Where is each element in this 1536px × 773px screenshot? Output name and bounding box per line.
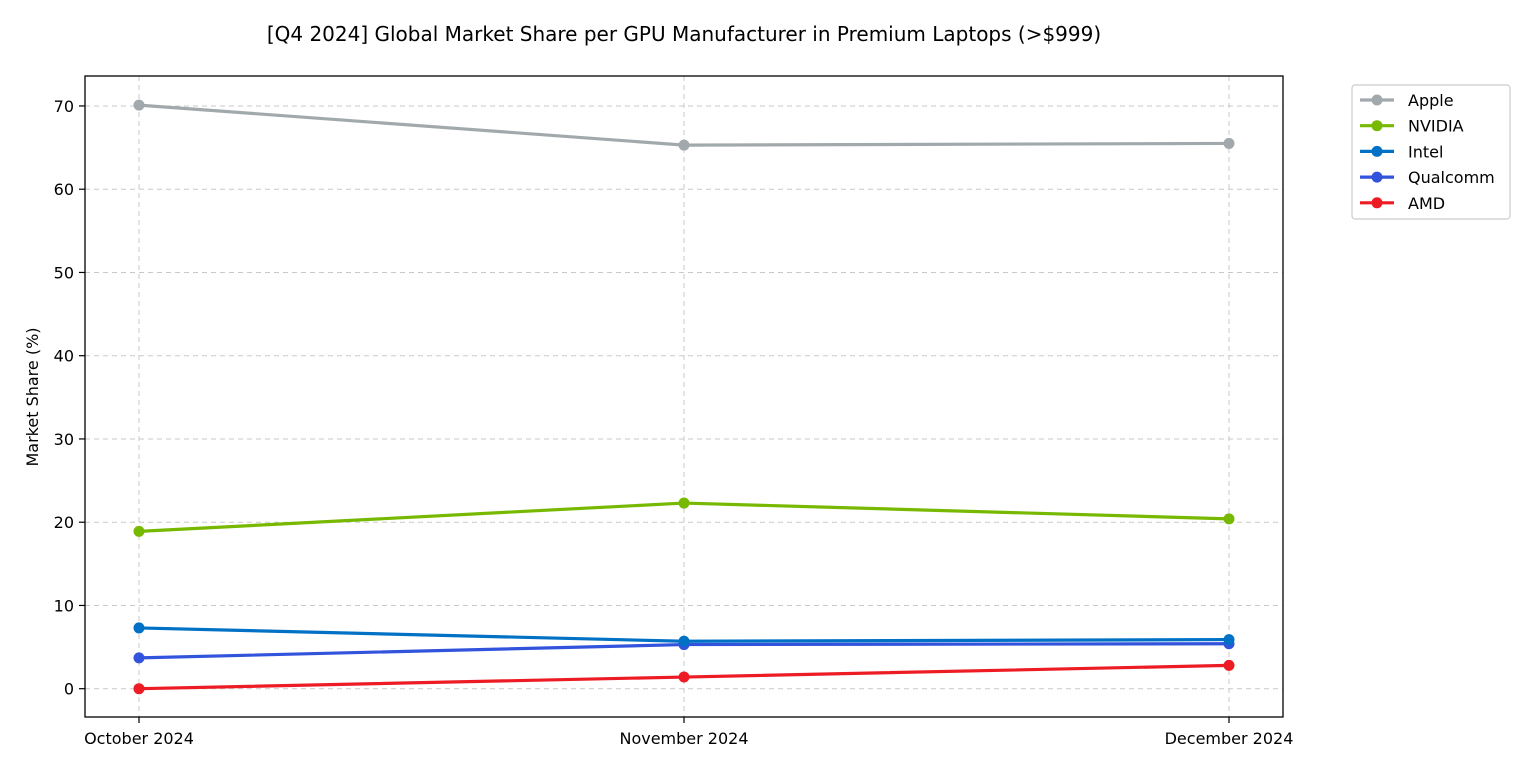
legend-label: NVIDIA (1408, 117, 1464, 136)
legend-swatch-marker (1371, 145, 1383, 157)
series-lines (133, 99, 1235, 695)
data-point-apple (133, 99, 145, 111)
data-point-apple (1223, 137, 1235, 149)
y-tick-label: 0 (64, 680, 74, 699)
legend-item-nvidia: NVIDIA (1360, 117, 1464, 136)
legend-label: AMD (1408, 194, 1445, 213)
y-tick-label: 40 (54, 347, 74, 366)
legend-item-apple: Apple (1360, 91, 1454, 110)
y-tick-label: 10 (54, 596, 74, 615)
x-axis: October 2024 November 2024 December 2024 (84, 717, 1293, 748)
grid-lines (85, 76, 1283, 717)
data-point-nvidia (133, 525, 145, 537)
y-tick-label: 30 (54, 430, 74, 449)
data-point-intel (1223, 634, 1235, 646)
data-point-intel (133, 622, 145, 634)
y-tick-label: 20 (54, 513, 74, 532)
y-axis-label: Market Share (%) (23, 327, 42, 466)
x-tick-label: November 2024 (619, 729, 748, 748)
legend-swatch-marker (1371, 197, 1383, 209)
data-point-amd (678, 671, 690, 683)
legend-label: Apple (1408, 91, 1454, 110)
chart-title: [Q4 2024] Global Market Share per GPU Ma… (267, 22, 1101, 46)
legend-item-qualcomm: Qualcomm (1360, 168, 1495, 187)
y-tick-label: 50 (54, 263, 74, 282)
legend-item-intel: Intel (1360, 142, 1443, 161)
y-tick-label: 60 (54, 180, 74, 199)
legend-swatch-marker (1371, 120, 1383, 132)
data-point-nvidia (1223, 513, 1235, 525)
legend-frame (1351, 84, 1511, 220)
x-tick-label: December 2024 (1165, 729, 1294, 748)
legend-swatch-marker (1371, 94, 1383, 106)
data-point-apple (678, 139, 690, 151)
legend-label: Qualcomm (1408, 168, 1495, 187)
legend-item-amd: AMD (1360, 194, 1445, 213)
y-axis: 0 10 20 30 40 50 60 70 (54, 97, 85, 699)
legend: Apple NVIDIA Intel Qualcomm AMD (1351, 84, 1511, 220)
data-point-amd (133, 683, 145, 695)
data-point-nvidia (678, 497, 690, 509)
y-tick-label: 70 (54, 97, 74, 116)
x-tick-label: October 2024 (84, 729, 194, 748)
data-point-qualcomm (133, 652, 145, 664)
data-point-intel (678, 635, 690, 647)
legend-swatch-marker (1371, 171, 1383, 183)
legend-label: Intel (1408, 142, 1443, 161)
data-point-amd (1223, 659, 1235, 671)
